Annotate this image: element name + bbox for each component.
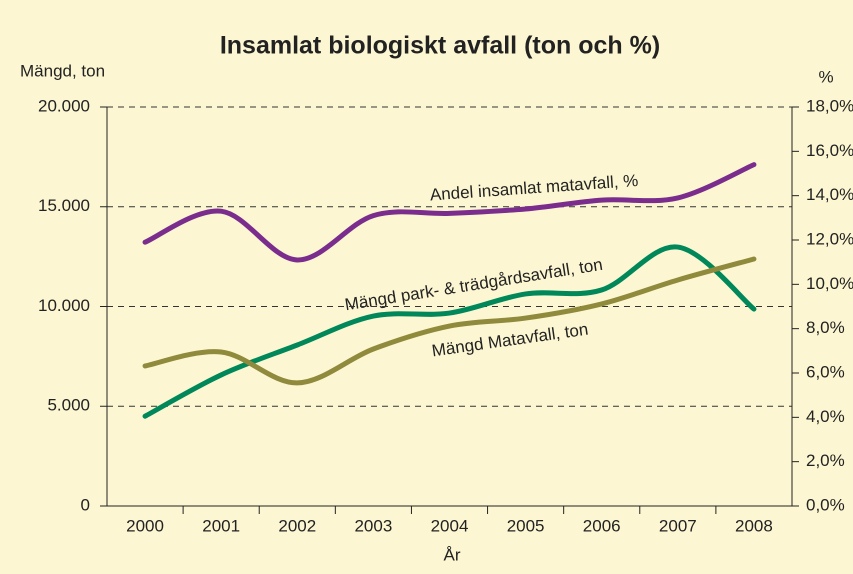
- y-axis-label: Mängd, ton: [20, 61, 105, 80]
- x-tick-label: 2006: [583, 516, 621, 535]
- chart-title: Insamlat biologiskt avfall (ton och %): [220, 32, 660, 60]
- x-axis-label: År: [444, 545, 461, 564]
- y2-tick-label: 0,0%: [806, 495, 845, 514]
- y2-tick-label: 2,0%: [806, 451, 845, 470]
- y-tick-label: 5.000: [47, 396, 90, 415]
- y2-tick-label: 18,0%: [806, 96, 853, 115]
- y2-tick-label: 10,0%: [806, 274, 853, 293]
- x-tick-label: 2005: [507, 516, 545, 535]
- y2-tick-label: 4,0%: [806, 407, 845, 426]
- x-tick-label: 2007: [659, 516, 697, 535]
- y2-tick-label: 6,0%: [806, 362, 845, 381]
- y2-tick-label: 14,0%: [806, 185, 853, 204]
- y-tick-label: 10.000: [38, 296, 90, 315]
- y2-tick-label: 8,0%: [806, 318, 845, 337]
- y-tick-label: 0: [81, 495, 90, 514]
- y-tick-label: 20.000: [38, 96, 90, 115]
- line: [142, 162, 757, 263]
- x-tick-label: 2003: [354, 516, 392, 535]
- x-tick-label: 2001: [202, 516, 240, 535]
- y-tick-label: 15.000: [38, 196, 90, 215]
- line: [142, 244, 757, 419]
- y2-tick-label: 12,0%: [806, 229, 853, 248]
- x-tick-label: 2002: [278, 516, 316, 535]
- y2-tick-label: 16,0%: [806, 141, 853, 160]
- y2-axis-label: %: [818, 67, 833, 86]
- x-tick-label: 2004: [431, 516, 469, 535]
- x-tick-label: 2008: [735, 516, 773, 535]
- line: [142, 256, 757, 386]
- x-tick-label: 2000: [126, 516, 164, 535]
